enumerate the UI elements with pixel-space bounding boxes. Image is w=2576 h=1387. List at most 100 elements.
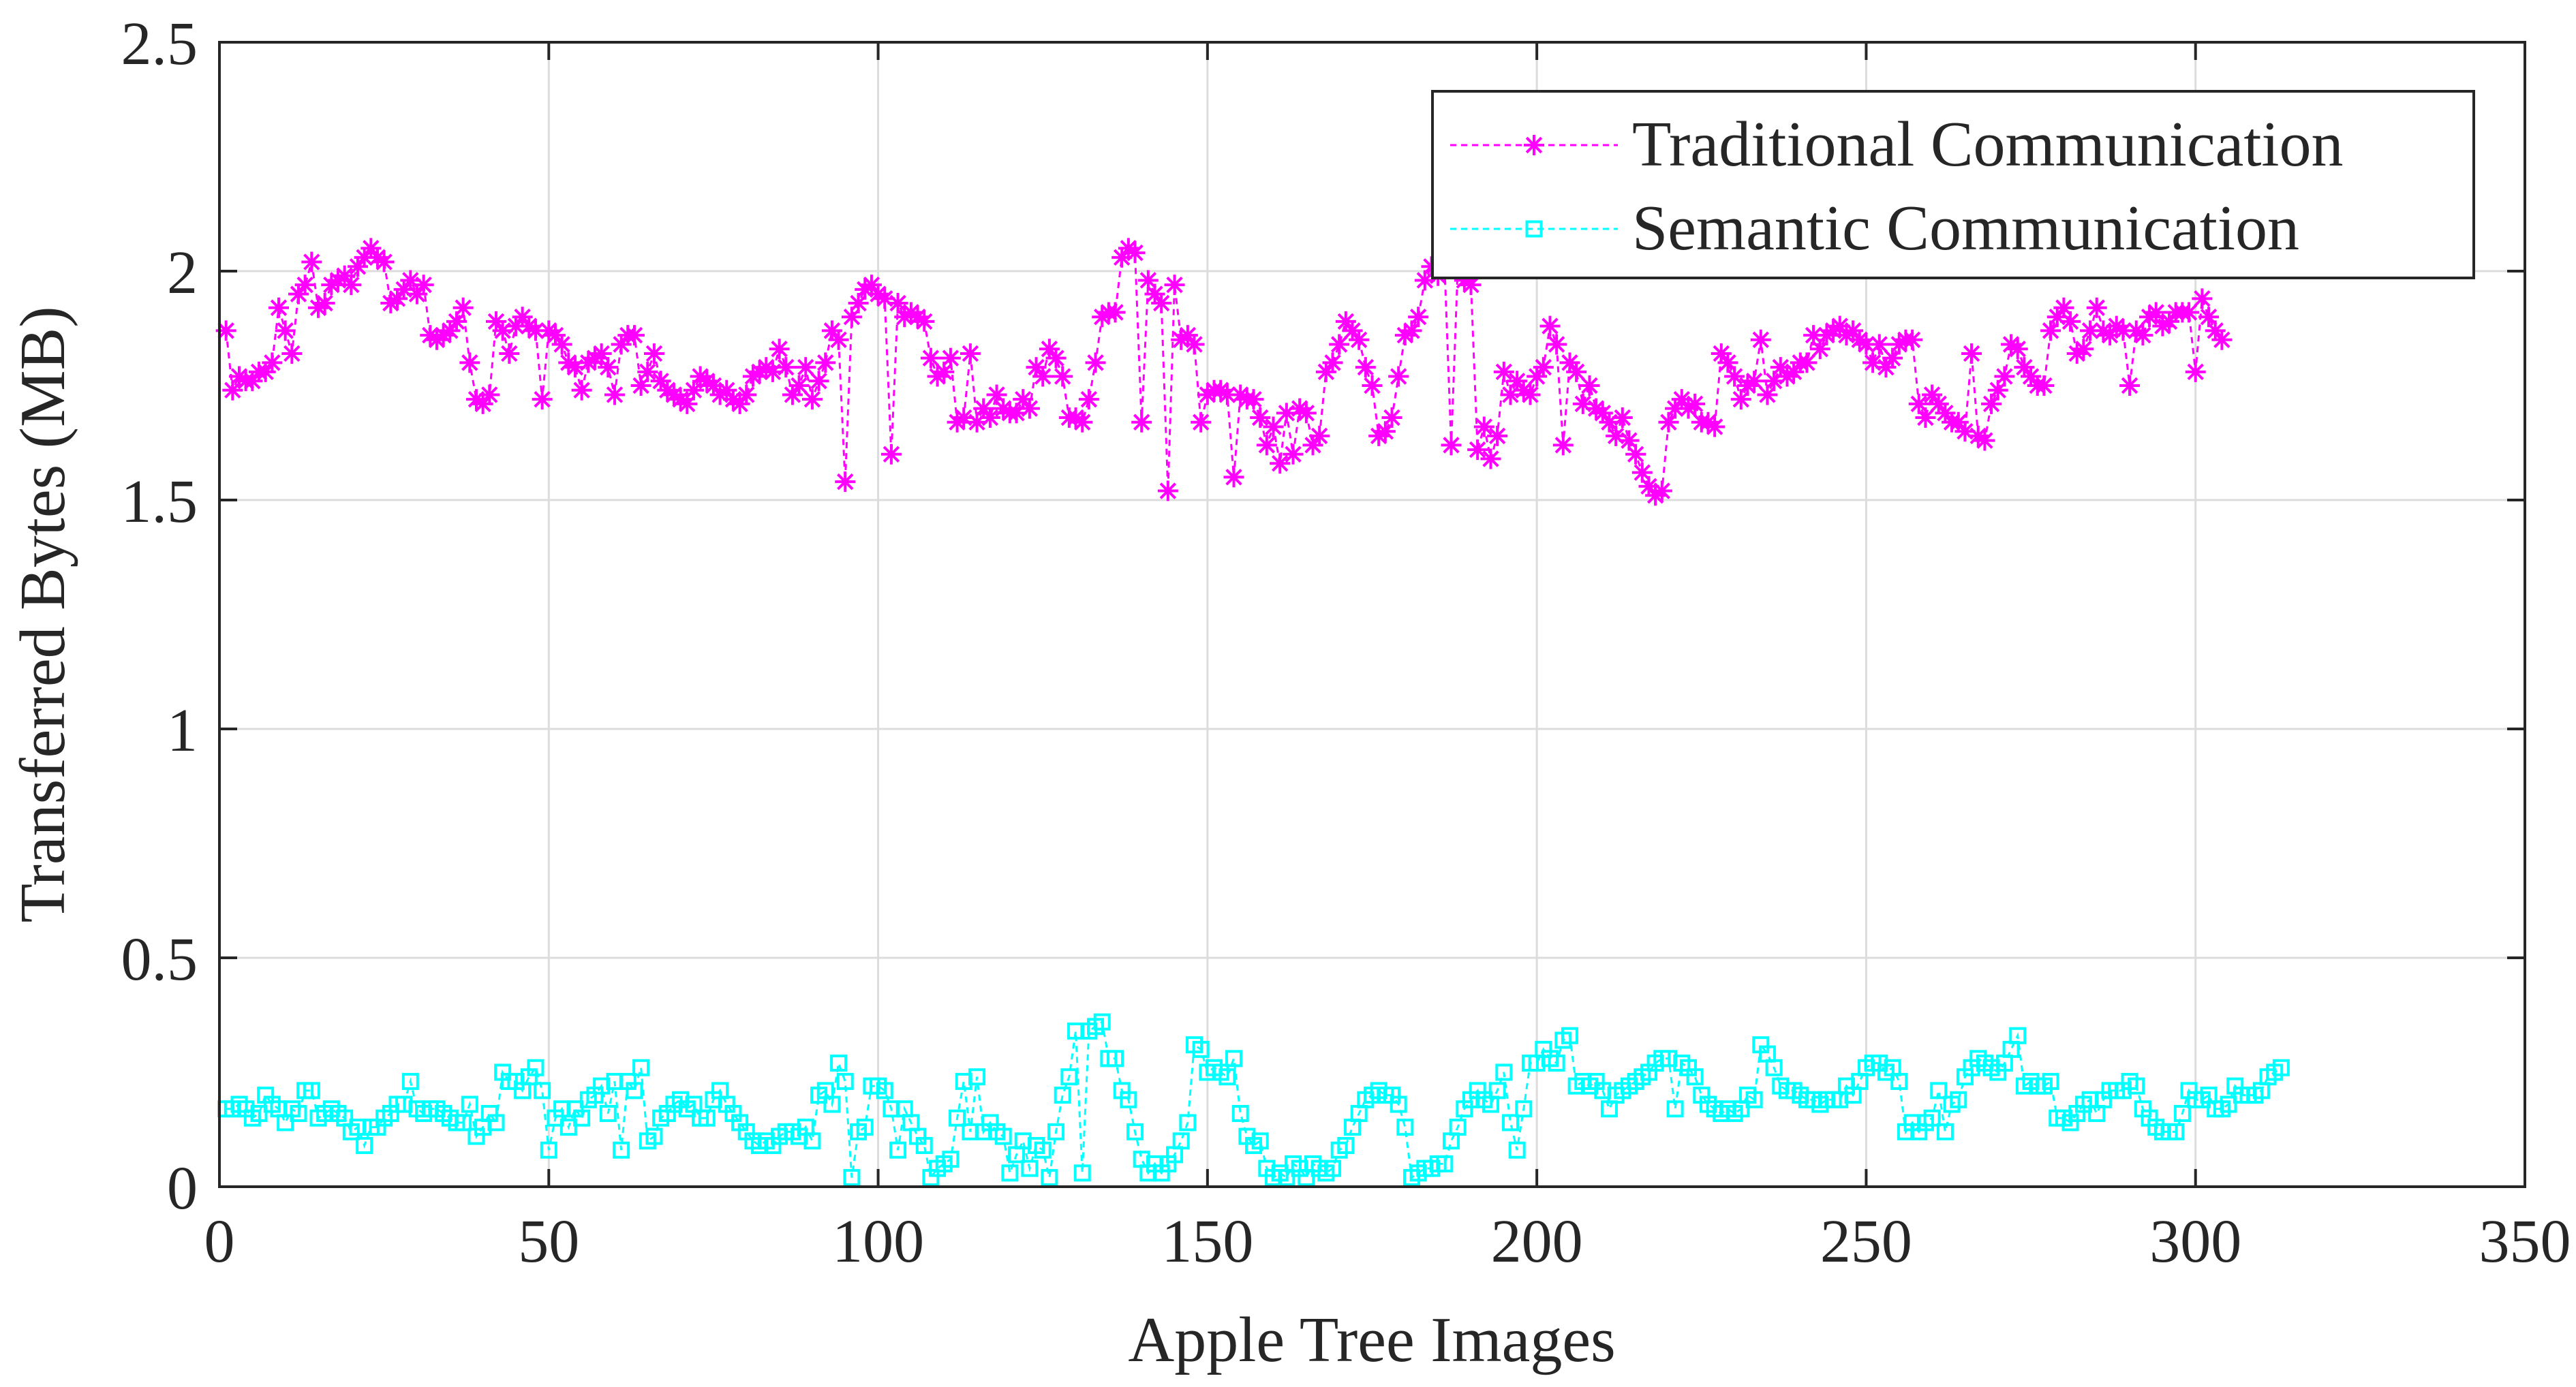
traditional-point [2086, 297, 2107, 318]
traditional-point [696, 371, 718, 392]
traditional-point [465, 389, 487, 410]
traditional-point [1065, 407, 1086, 428]
traditional-point [386, 288, 408, 309]
traditional-point [947, 411, 968, 433]
traditional-point [2106, 315, 2127, 337]
traditional-point [1309, 425, 1330, 446]
semantic-point [2009, 1027, 2027, 1044]
semantic-point [559, 1119, 577, 1136]
traditional-point [1500, 384, 1521, 405]
traditional-point [1414, 270, 1435, 291]
traditional-point [1698, 411, 1719, 433]
semantic-point [527, 1059, 545, 1076]
ticks: 0 50 100 150 200 250 300 350 0 0.5 1 1.5 2 2.5 [121, 10, 2571, 1275]
traditional-point [1645, 485, 1666, 506]
traditional-point [828, 329, 849, 350]
traditional-point [558, 352, 579, 373]
traditional-point [855, 279, 876, 300]
traditional-point [1078, 389, 1099, 410]
traditional-point [1915, 407, 1936, 428]
traditional-point [1045, 347, 1067, 369]
semantic-point [1034, 1141, 1052, 1159]
traditional-point [776, 357, 797, 378]
traditional-point [2185, 361, 2206, 382]
traditional-point [729, 393, 750, 414]
semantic-point [830, 1055, 848, 1072]
semantic-point [1231, 1104, 1249, 1122]
semantic-point [1060, 1068, 1078, 1086]
traditional-point [841, 307, 862, 328]
traditional-point [1520, 384, 1541, 405]
traditional-point [1843, 320, 1864, 341]
traditional-point [1862, 352, 1884, 373]
traditional-point [1902, 329, 1923, 350]
traditional-point [301, 251, 322, 272]
traditional-point [564, 357, 585, 378]
traditional-point [1987, 379, 2008, 401]
traditional-point [1559, 352, 1580, 373]
traditional-point [1144, 283, 1165, 305]
traditional-point [979, 407, 1000, 428]
traditional-point [1092, 307, 1113, 328]
traditional-point [1026, 357, 1047, 378]
semantic-point [632, 1059, 650, 1076]
traditional-point [1111, 247, 1133, 268]
traditional-point [1552, 435, 1574, 456]
semantic-point [2173, 1104, 2191, 1122]
traditional-point [222, 379, 243, 401]
traditional-point [722, 389, 743, 410]
traditional-point [1612, 407, 1633, 428]
traditional-point [1685, 393, 1706, 414]
traditional-point [479, 384, 500, 405]
y-tick-label: 2 [167, 239, 198, 307]
traditional-point [1651, 480, 1672, 501]
traditional-point [1270, 453, 1291, 474]
semantic-point [540, 1141, 557, 1159]
traditional-point [499, 343, 520, 364]
semantic-point [2042, 1072, 2059, 1090]
traditional-point [1355, 357, 1376, 378]
traditional-point [1191, 411, 1212, 433]
traditional-point [485, 311, 506, 332]
traditional-point [1665, 398, 1686, 419]
traditional-point [505, 315, 526, 337]
legend-marker [1524, 135, 1544, 155]
traditional-point [334, 265, 355, 286]
legend-sample-traditional [1450, 135, 1618, 155]
traditional-point [1796, 352, 1818, 373]
traditional-point [347, 256, 368, 277]
traditional-point [1507, 371, 1528, 392]
traditional-point [1032, 366, 1054, 387]
traditional-point [2007, 339, 2028, 360]
traditional-point [1349, 329, 1370, 350]
traditional-point [960, 343, 981, 364]
traditional-point [446, 311, 467, 332]
traditional-point [413, 275, 434, 296]
traditional-point [815, 352, 836, 373]
traditional-point [440, 320, 461, 341]
traditional-point [400, 270, 421, 291]
traditional-point [2119, 375, 2141, 396]
traditional-point [716, 379, 737, 401]
semantic-point [698, 1109, 716, 1127]
traditional-point [1072, 411, 1093, 433]
traditional-point [2080, 320, 2101, 341]
traditional-point [756, 357, 777, 378]
x-tick-label: 350 [2479, 1208, 2571, 1275]
traditional-point [1388, 366, 1409, 387]
semantic-point [1745, 1091, 1763, 1108]
traditional-point [1171, 329, 1192, 350]
traditional-point [545, 325, 566, 346]
semantic-point [1923, 1109, 1941, 1127]
traditional-point [993, 398, 1014, 419]
traditional-point [1118, 238, 1139, 259]
legend: Traditional Communication Semantic Commu… [1431, 90, 2475, 279]
traditional-point [367, 247, 388, 268]
traditional-point [1606, 425, 1627, 446]
traditional-point [650, 371, 671, 392]
traditional-point [2046, 307, 2068, 328]
traditional-point [1322, 352, 1343, 373]
semantic-point [1107, 1050, 1124, 1067]
traditional-point [604, 384, 625, 405]
